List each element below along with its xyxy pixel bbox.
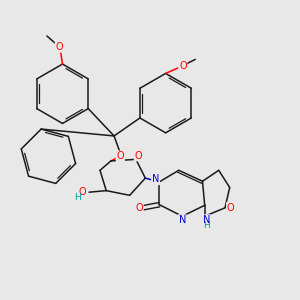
Text: O: O [135,151,142,160]
Text: N: N [202,215,210,225]
Text: O: O [179,61,187,70]
Text: O: O [227,203,234,213]
Text: N: N [152,174,159,184]
Text: O: O [135,203,143,213]
Text: H: H [203,220,210,230]
Text: O: O [116,151,124,161]
Text: O: O [79,187,87,197]
Text: H: H [74,193,81,202]
Text: N: N [178,215,186,225]
Text: O: O [56,42,63,52]
